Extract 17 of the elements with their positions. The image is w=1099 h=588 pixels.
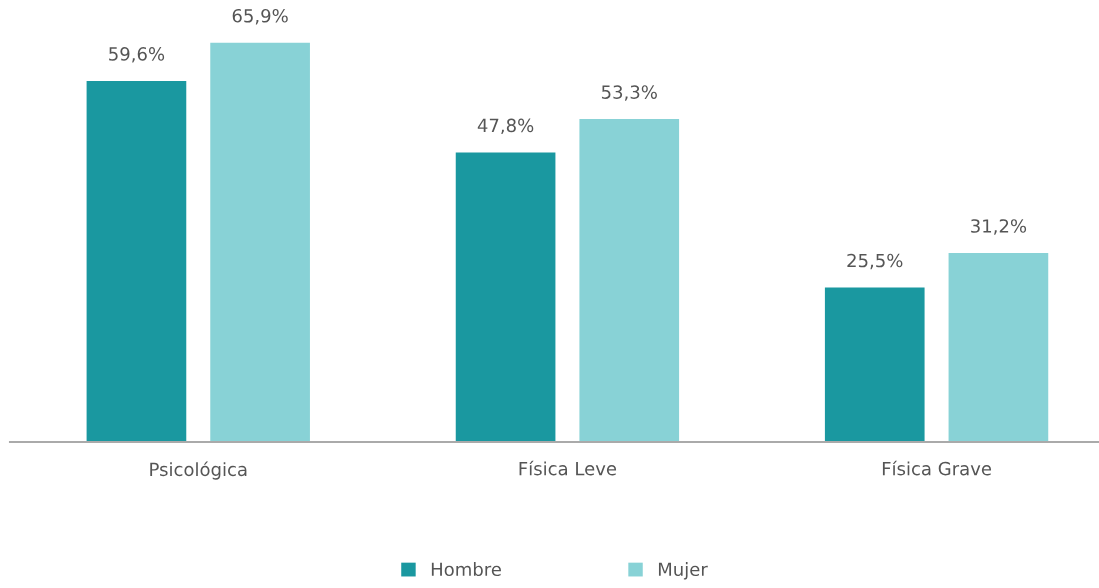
data-label: 65,9% bbox=[232, 8, 288, 25]
bar bbox=[210, 42, 310, 442]
bar bbox=[455, 152, 556, 442]
x-tick-label: Física Grave bbox=[882, 460, 992, 476]
bar bbox=[86, 80, 187, 442]
bar bbox=[948, 252, 1049, 442]
data-label: 47,8% bbox=[477, 118, 534, 135]
data-label: 59,6% bbox=[109, 47, 165, 63]
data-label: 25,5% bbox=[847, 253, 903, 270]
x-tick-label: Psicológica bbox=[150, 461, 247, 480]
legend-label: Hombre bbox=[431, 562, 501, 577]
bar bbox=[824, 287, 925, 442]
legend-label: Mujer bbox=[658, 562, 708, 580]
data-label: 31,2% bbox=[971, 219, 1027, 235]
x-tick-label: Física Leve bbox=[519, 460, 617, 476]
data-label: 53,3% bbox=[601, 85, 657, 101]
bar bbox=[579, 119, 680, 442]
